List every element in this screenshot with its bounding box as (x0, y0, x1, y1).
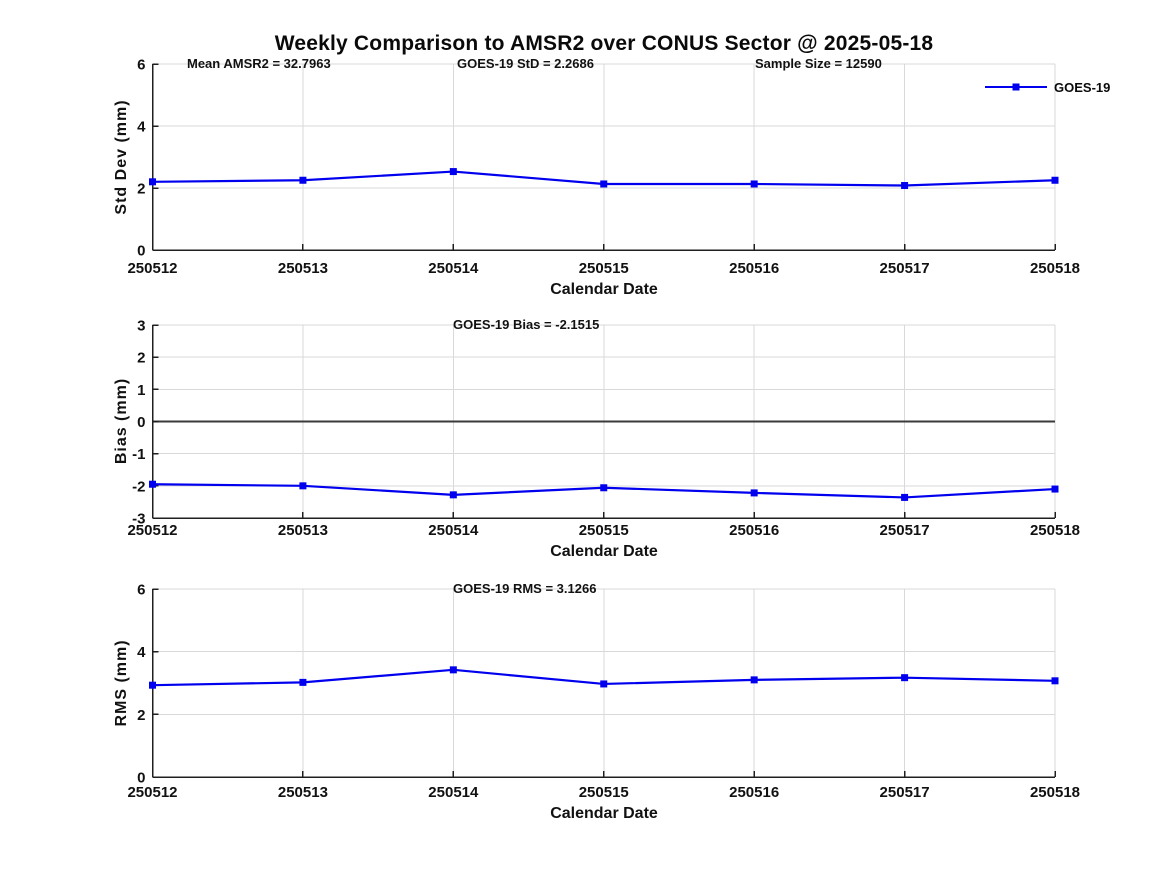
ylabel-bias: Bias (mm) (113, 377, 130, 465)
data-point-marker (1051, 677, 1059, 685)
subplot-rms: 250512 250513 250514 250515 250516 250517 2505… (127, 581, 1080, 801)
ylabel-std-dev: Std Dev (mm) (113, 99, 130, 215)
y-tick-label: 1 (137, 382, 145, 399)
data-point-marker (750, 489, 758, 497)
y-tick-label: -1 (132, 446, 145, 463)
x-tick-label: 250515 (579, 260, 629, 277)
x-tick-label: 250516 (729, 784, 779, 801)
data-point-marker (1051, 176, 1059, 184)
data-point-marker (299, 176, 307, 184)
legend-label: GOES-19 (1054, 79, 1111, 95)
data-point-marker (149, 480, 156, 488)
y-tick-label: 3 (137, 318, 145, 335)
data-point-marker (1051, 485, 1059, 493)
subplot-std-dev: 250512 250513 250514 250515 250516 250517 2505… (127, 56, 1080, 277)
data-point-marker (600, 680, 608, 688)
data-point-marker (449, 666, 457, 674)
data-point-marker (600, 484, 608, 492)
xlabel-std-dev: Calendar Date (550, 281, 658, 298)
ylabel-rms: RMS (mm) (113, 639, 130, 727)
x-tick-label: 250516 (729, 522, 779, 539)
x-tick-label: 250517 (880, 522, 930, 539)
data-point-marker (299, 482, 307, 490)
tick-labels: 250512 250513 250514 250515 250516 250517 2505… (127, 318, 1080, 540)
x-tick-label: 250518 (1030, 522, 1080, 539)
axes (151, 63, 1056, 251)
y-tick-label: -2 (132, 478, 145, 495)
annotation: GOES-19 RMS = 3.1266 (453, 581, 596, 596)
legend-line-sample (985, 83, 1047, 91)
y-tick-label: 4 (137, 119, 146, 136)
x-tick-label: 250518 (1030, 260, 1080, 277)
annotation: GOES-19 StD = 2.2686 (457, 56, 594, 71)
x-tick-label: 250518 (1030, 784, 1080, 801)
y-tick-label: 2 (137, 181, 145, 198)
y-tick-label: 6 (137, 582, 145, 599)
y-tick-label: 2 (137, 350, 145, 367)
x-tick-label: 250513 (278, 260, 328, 277)
data-point-marker (449, 491, 457, 499)
annotation: Mean AMSR2 = 32.7963 (187, 56, 331, 71)
x-tick-label: 250514 (428, 784, 479, 801)
y-tick-label: 0 (137, 243, 145, 260)
data-point-marker (149, 178, 156, 186)
y-tick-label: 0 (137, 414, 145, 431)
x-tick-label: 250515 (579, 784, 629, 801)
x-tick-label: 250515 (579, 522, 629, 539)
x-tick-label: 250516 (729, 260, 779, 277)
xlabel-rms: Calendar Date (550, 805, 658, 822)
data-point-marker (901, 674, 909, 682)
x-tick-label: 250514 (428, 260, 479, 277)
data-point-marker (750, 180, 758, 188)
xlabel-bias: Calendar Date (550, 543, 658, 560)
gridlines (152, 63, 1056, 251)
annotation: GOES-19 Bias = -2.1515 (453, 317, 599, 332)
subplot-bias: 250512 250513 250514 250515 250516 250517 2505… (127, 317, 1080, 539)
x-tick-label: 250512 (127, 784, 177, 801)
tick-labels: 250512 250513 250514 250515 250516 250517 2505… (127, 582, 1080, 802)
y-tick-label: -3 (132, 511, 145, 528)
y-tick-label: 0 (137, 770, 145, 787)
x-tick-label: 250512 (127, 522, 177, 539)
x-tick-label: 250512 (127, 260, 177, 277)
x-tick-label: 250517 (880, 260, 930, 277)
x-tick-label: 250513 (278, 784, 328, 801)
legend-square-marker-icon (1012, 83, 1020, 91)
y-tick-label: 2 (137, 707, 145, 724)
legend: GOES-19 (985, 79, 1110, 95)
data-point-marker (901, 182, 909, 190)
x-tick-label: 250514 (428, 522, 479, 539)
y-tick-label: 6 (137, 57, 145, 74)
x-tick-label: 250513 (278, 522, 328, 539)
data-point-marker (750, 676, 758, 684)
data-point-marker (600, 180, 608, 188)
x-tick-label: 250517 (880, 784, 930, 801)
data-point-marker (299, 678, 307, 686)
data-point-marker (149, 681, 156, 689)
data-point-marker (901, 493, 909, 501)
y-tick-label: 4 (137, 644, 146, 661)
annotation: Sample Size = 12590 (755, 56, 882, 71)
data-point-marker (449, 168, 457, 176)
tick-labels: 250512 250513 250514 250515 250516 250517 2505… (127, 57, 1080, 278)
figure-title: Weekly Comparison to AMSR2 over CONUS Se… (274, 32, 934, 55)
